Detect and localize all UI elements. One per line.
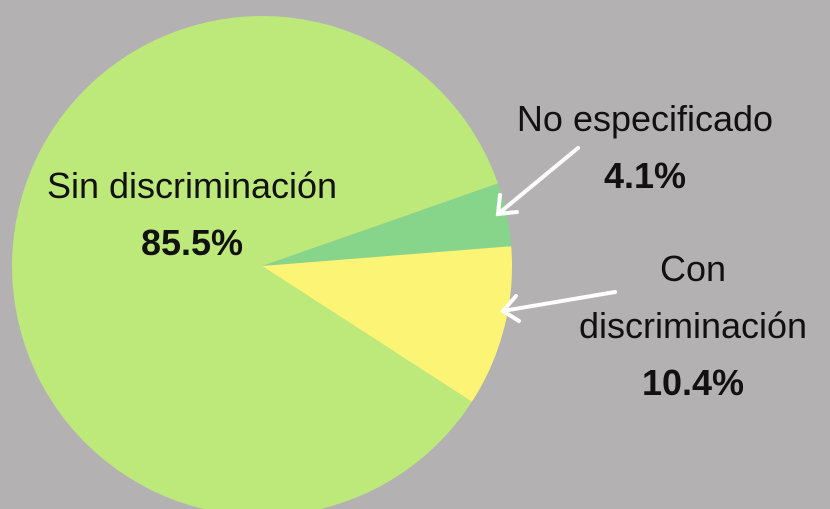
arrow (496, 146, 580, 216)
slice (12, 16, 498, 509)
value-label: 85.5% (140, 222, 244, 263)
category-label: No especificado (516, 98, 774, 139)
slice-label: Sin discriminación 85.5% (12, 157, 372, 271)
arrow (501, 290, 617, 313)
category-label: Con discriminación (578, 248, 808, 346)
arrow-head (499, 294, 521, 323)
value-label: 4.1% (603, 155, 687, 196)
category-label: Sin discriminación (46, 165, 338, 206)
slice-label: Con discriminación 10.4% (562, 240, 824, 411)
slice (262, 183, 512, 266)
arrows (495, 146, 617, 323)
value-label: 10.4% (641, 362, 745, 403)
slice-label: No especificado 4.1% (480, 90, 810, 204)
slice (262, 246, 512, 402)
arrow-head (495, 193, 519, 217)
slices (12, 16, 512, 509)
